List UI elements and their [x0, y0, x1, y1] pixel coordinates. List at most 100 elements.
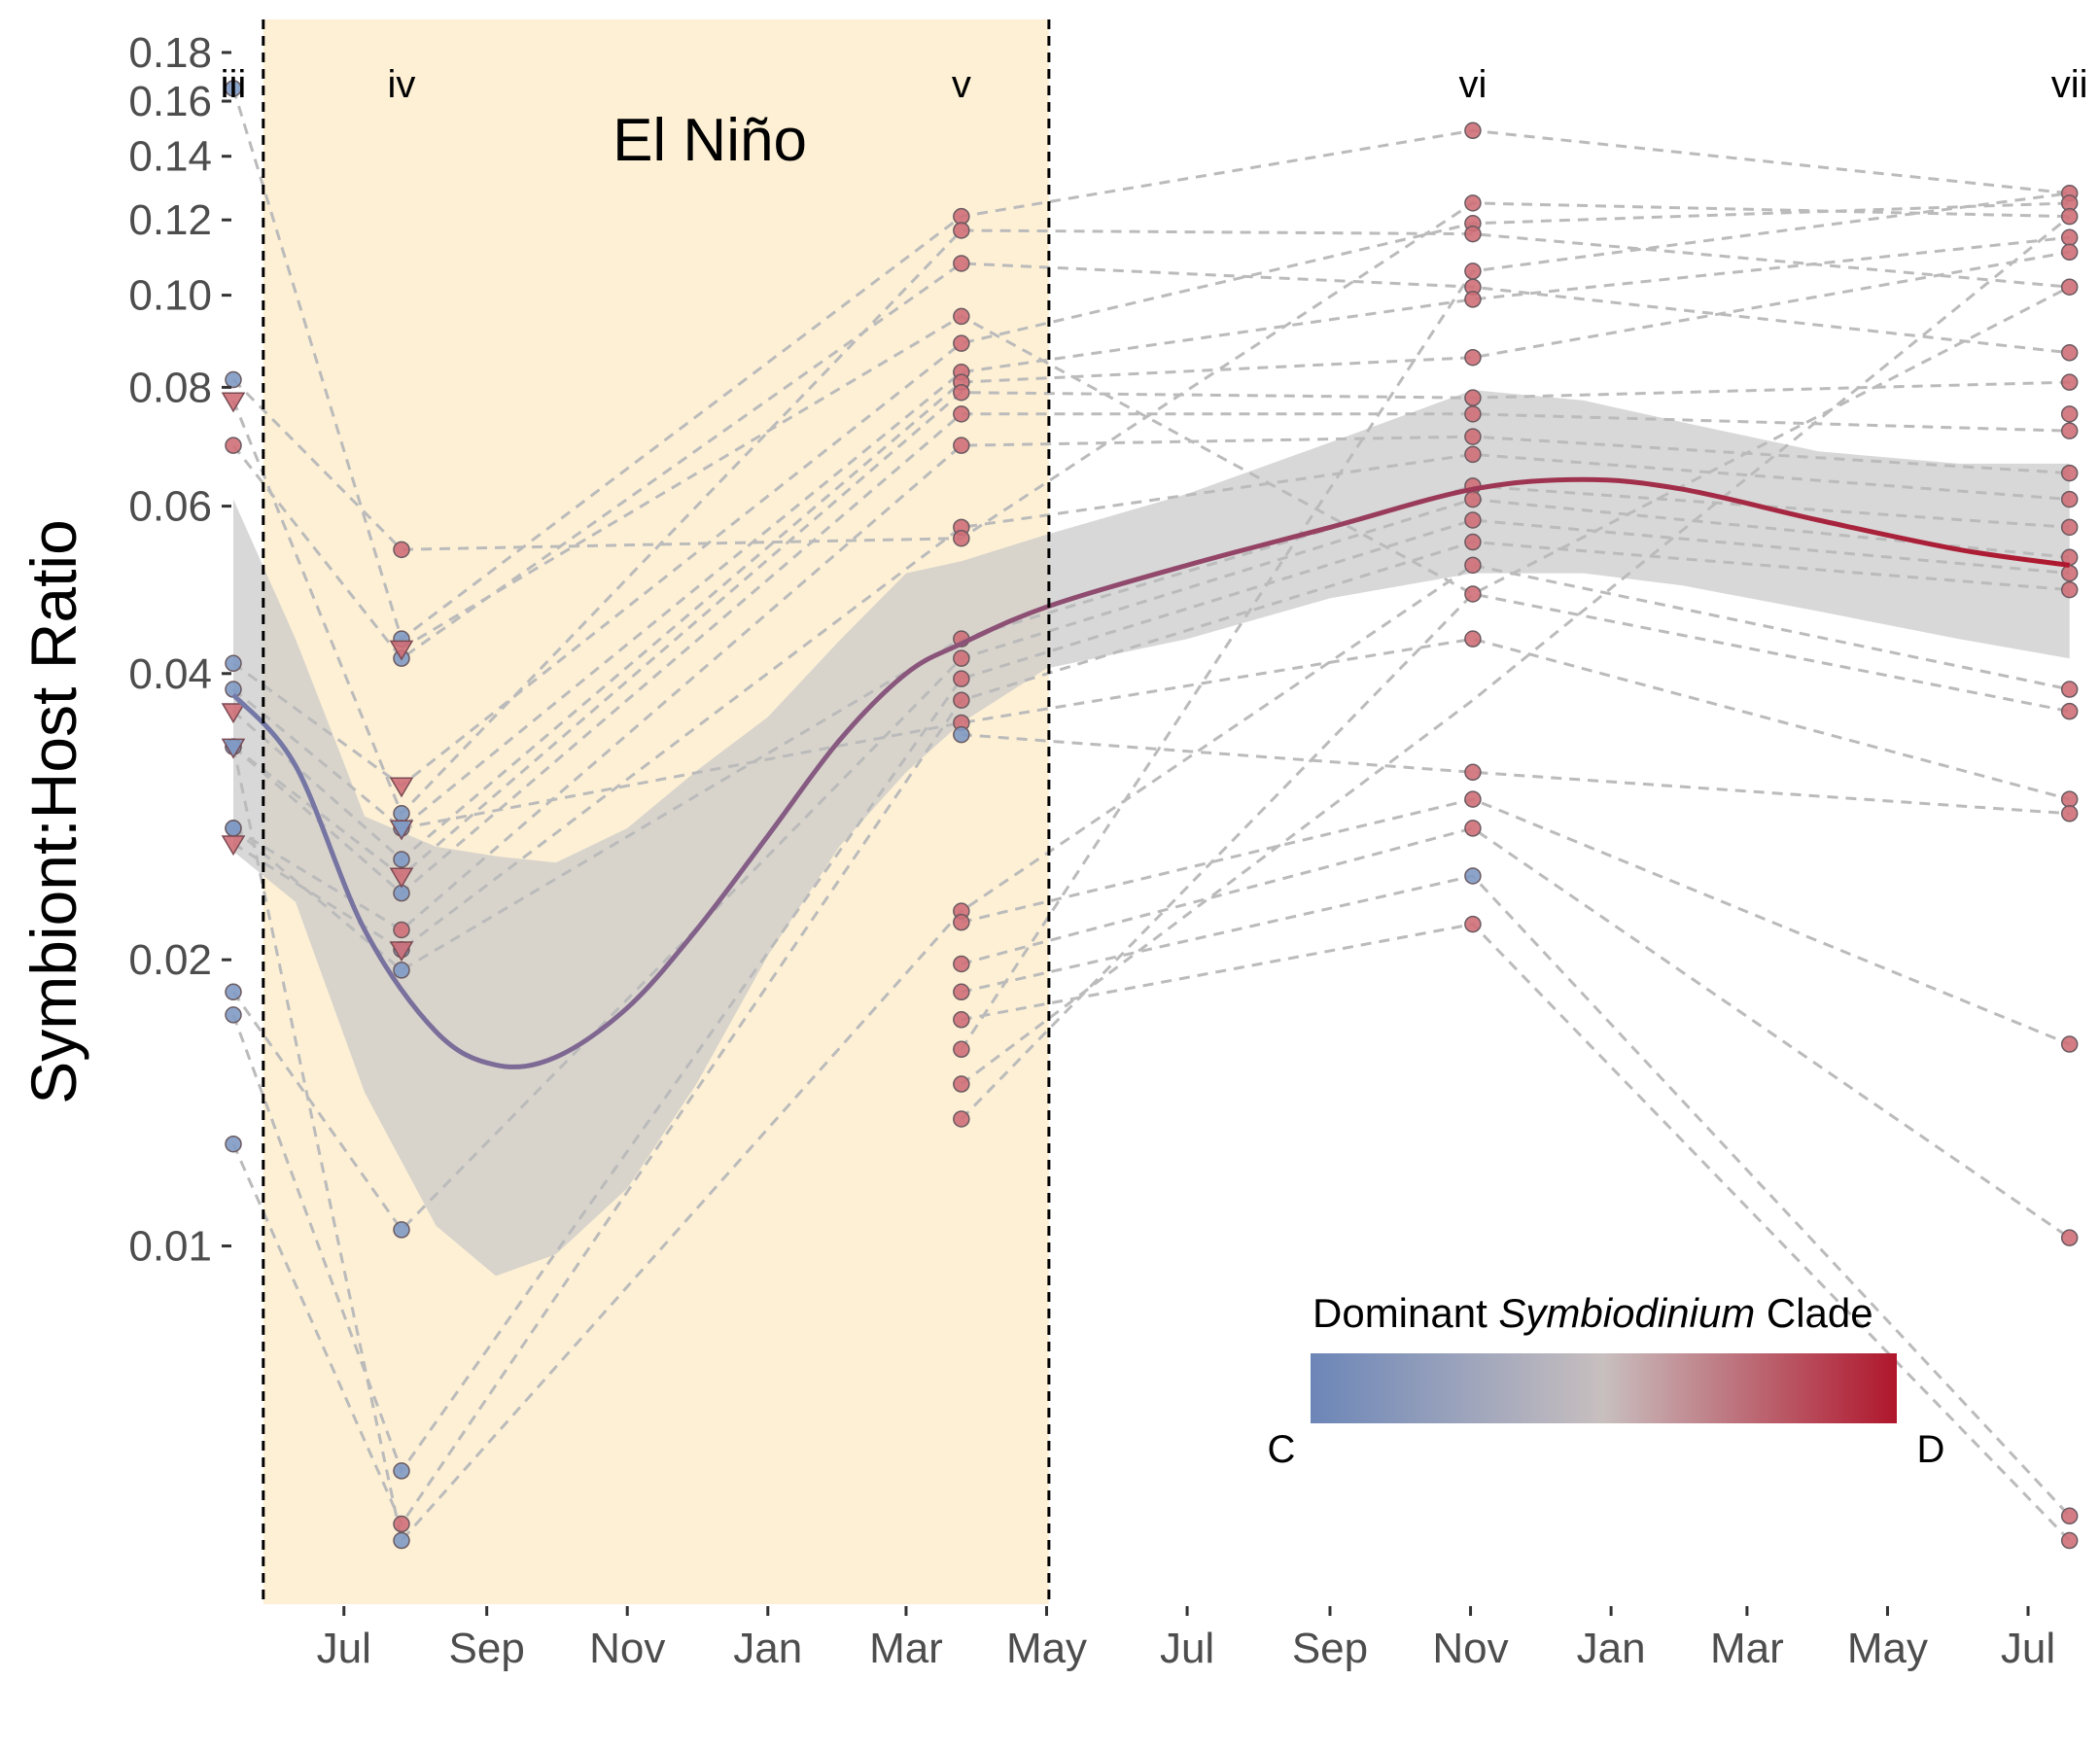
data-point-triangle	[389, 640, 414, 661]
data-point	[393, 851, 410, 868]
y-tick-label: 0.16	[128, 78, 212, 125]
data-point	[1464, 790, 1482, 808]
y-tick-label: 0.02	[128, 936, 212, 984]
trajectory-line	[231, 518, 2070, 1475]
fit-line	[231, 476, 2071, 1069]
data-point	[225, 983, 242, 1001]
phase-label: v	[952, 63, 971, 106]
data-point-triangle	[389, 777, 414, 798]
data-point	[2060, 1531, 2079, 1550]
data-point	[2060, 422, 2079, 439]
data-point	[953, 1011, 970, 1029]
data-point	[225, 80, 242, 97]
data-point	[2060, 790, 2079, 808]
data-point	[2060, 207, 2079, 226]
data-point	[2060, 243, 2079, 262]
data-point	[953, 955, 970, 973]
data-point	[953, 1110, 970, 1128]
fit-curve	[231, 476, 2071, 1069]
trajectory-line	[961, 922, 2071, 1542]
trajectory-line	[232, 412, 2070, 895]
data-point	[2060, 278, 2079, 296]
data-point	[393, 962, 410, 979]
trajectory-line	[401, 637, 2071, 830]
data-point	[1464, 428, 1482, 445]
data-point	[953, 383, 970, 402]
y-tick-label: 0.08	[128, 364, 212, 411]
annotations: iii iv v vi vii El Niño	[221, 63, 2088, 174]
x-tick-label: Nov	[589, 1625, 665, 1672]
trajectory-line	[231, 262, 2070, 661]
y-tick-label: 0.10	[128, 272, 212, 320]
data-point	[953, 222, 970, 239]
y-tick-label: 0.06	[128, 483, 212, 531]
y-axis-label: Symbiont:Host Ratio	[18, 519, 89, 1104]
y-tick-label: 0.04	[128, 650, 212, 698]
x-tick-label: Mar	[1710, 1625, 1784, 1672]
phase-label: iv	[388, 63, 416, 106]
data-point-triangle	[389, 941, 414, 962]
data-point	[953, 1075, 970, 1093]
phase-label: vi	[1458, 63, 1487, 106]
x-tick-label: Sep	[1292, 1625, 1368, 1672]
data-point	[1464, 556, 1482, 575]
data-point	[2060, 702, 2079, 720]
confidence-band	[233, 390, 2070, 1277]
x-tick-label: Mar	[869, 1625, 943, 1672]
x-tick-label: Jan	[733, 1625, 802, 1672]
x-tick-label: Jul	[1160, 1625, 1214, 1672]
phase-label: vii	[2051, 63, 2088, 106]
data-point-triangle	[389, 820, 414, 841]
trajectory-line	[960, 215, 2071, 1086]
data-point	[2060, 228, 2079, 247]
data-point-triangle	[389, 867, 414, 889]
data-point	[1464, 763, 1482, 782]
data-point	[2060, 564, 2079, 582]
trajectory-line	[961, 826, 2071, 1240]
data-point	[953, 437, 970, 454]
data-point	[225, 437, 242, 454]
data-point	[953, 649, 970, 667]
data-point	[1464, 291, 1482, 308]
confidence-band-area	[233, 390, 2070, 1277]
trajectory-line	[232, 250, 2070, 861]
x-tick-label: May	[1847, 1625, 1928, 1672]
data-point	[953, 1040, 970, 1059]
trajectory-line	[961, 733, 2070, 816]
data-point	[225, 654, 242, 673]
data-point	[1464, 490, 1482, 508]
data-point	[2060, 464, 2079, 482]
data-point	[1464, 511, 1482, 529]
trajectory-line	[961, 797, 2071, 1046]
trajectory-line	[231, 228, 2070, 817]
y-tick-label: 0.18	[128, 29, 212, 77]
trajectory-line	[960, 285, 2071, 1121]
data-point	[393, 1531, 410, 1550]
data-point	[2060, 518, 2079, 537]
data-point-triangle	[221, 835, 246, 857]
data-point	[393, 1515, 410, 1533]
y-tick-label: 0.12	[128, 196, 212, 244]
data-point	[953, 405, 970, 423]
data-point	[953, 691, 970, 709]
data-point	[1464, 867, 1482, 885]
data-point	[1464, 225, 1482, 243]
x-tick-label: Jan	[1577, 1625, 1646, 1672]
data-point	[2060, 681, 2079, 698]
y-tick-label: 0.01	[128, 1223, 212, 1271]
data-point	[2060, 373, 2079, 391]
data-point	[1464, 262, 1482, 280]
data-point	[393, 1221, 410, 1239]
data-point	[2060, 1229, 2079, 1246]
data-point	[2060, 805, 2079, 822]
trajectory-line	[401, 314, 2070, 714]
legend-title: Dominant Symbiodinium Clade	[1312, 1290, 1873, 1336]
colorbar-low-label: C	[1268, 1428, 1296, 1471]
data-point	[953, 255, 970, 272]
x-tick-label: Sep	[449, 1625, 525, 1672]
data-point	[1464, 445, 1482, 464]
data-point	[1464, 630, 1482, 648]
colorbar-high-label: D	[1917, 1428, 1945, 1471]
data-point	[2060, 1507, 2079, 1525]
data-point	[2060, 344, 2079, 362]
